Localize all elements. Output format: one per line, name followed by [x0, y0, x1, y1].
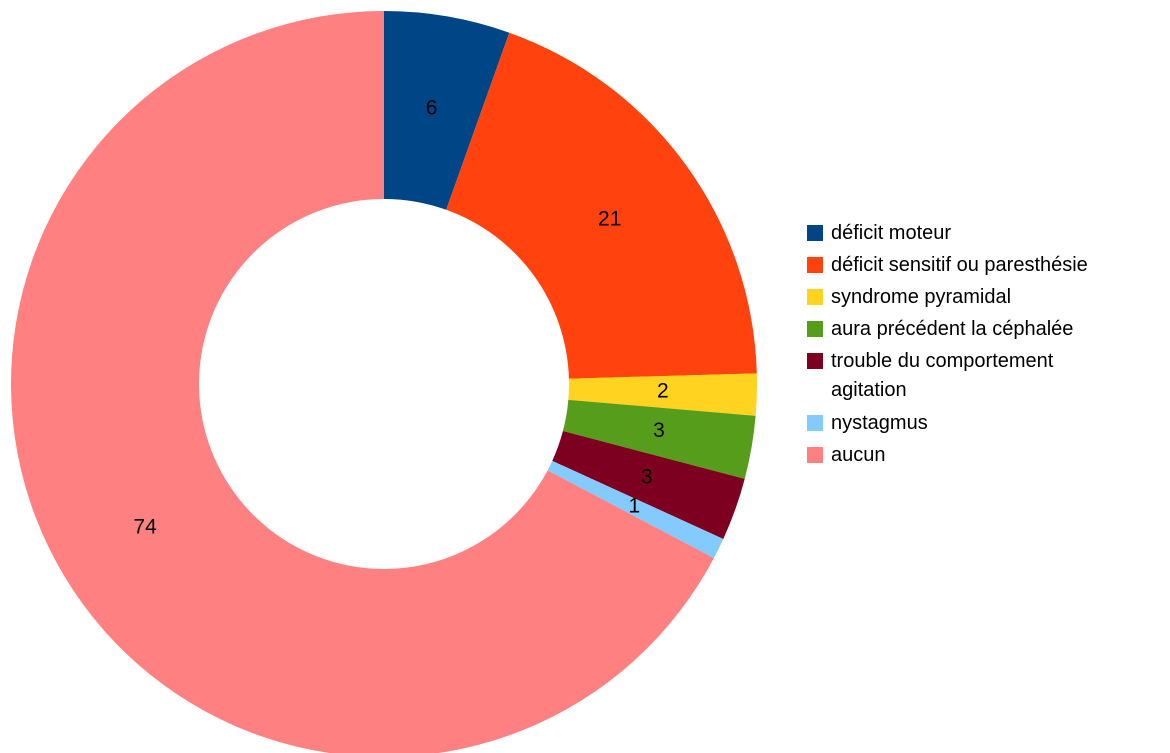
slice-value-label: 3: [653, 419, 665, 442]
legend-swatch: [807, 415, 823, 431]
legend-label: aura précédent la céphalée: [831, 318, 1074, 340]
donut-slice: [11, 11, 714, 753]
legend-item-deficit-moteur: déficit moteur: [807, 219, 1167, 251]
legend-item-deficit-sensitif: déficit sensitif ou paresthésie: [807, 251, 1167, 283]
legend-swatch: [807, 353, 823, 369]
slice-value-label: 3: [641, 465, 653, 488]
slice-value-label: 21: [598, 208, 621, 231]
legend-item-nystagmus: nystagmus: [807, 409, 1167, 441]
legend-label: aucun: [831, 444, 886, 466]
legend-label: nystagmus: [831, 412, 928, 434]
legend-label: trouble du comportement agitation: [831, 350, 1054, 401]
donut-slice: [384, 11, 510, 210]
legend-item-aucun: aucun: [807, 441, 1167, 473]
slice-value-label: 74: [133, 516, 157, 539]
legend-swatch: [807, 289, 823, 305]
donut-slice: [562, 399, 756, 479]
slice-value-label: 6: [426, 97, 438, 120]
donut-slice: [552, 431, 745, 539]
legend-label: syndrome pyramidal: [831, 286, 1012, 308]
chart-legend: déficit moteur déficit sensitif ou pares…: [807, 219, 1167, 473]
legend-swatch: [807, 257, 823, 273]
legend-item-trouble-comportement: trouble du comportement agitation: [807, 347, 1167, 409]
donut-slice: [568, 373, 757, 416]
legend-swatch: [807, 447, 823, 463]
donut-slice: [446, 32, 757, 379]
legend-item-syndrome-pyramidal: syndrome pyramidal: [807, 283, 1167, 315]
donut-slices: [11, 11, 757, 753]
slice-value-label: 1: [629, 495, 641, 518]
legend-swatch: [807, 225, 823, 241]
legend-label: déficit sensitif ou paresthésie: [831, 254, 1088, 276]
legend-swatch: [807, 321, 823, 337]
legend-item-aura: aura précédent la céphalée: [807, 315, 1167, 347]
slice-value-label: 2: [657, 380, 669, 403]
legend-label: déficit moteur: [831, 222, 952, 244]
donut-slice: [547, 460, 724, 559]
